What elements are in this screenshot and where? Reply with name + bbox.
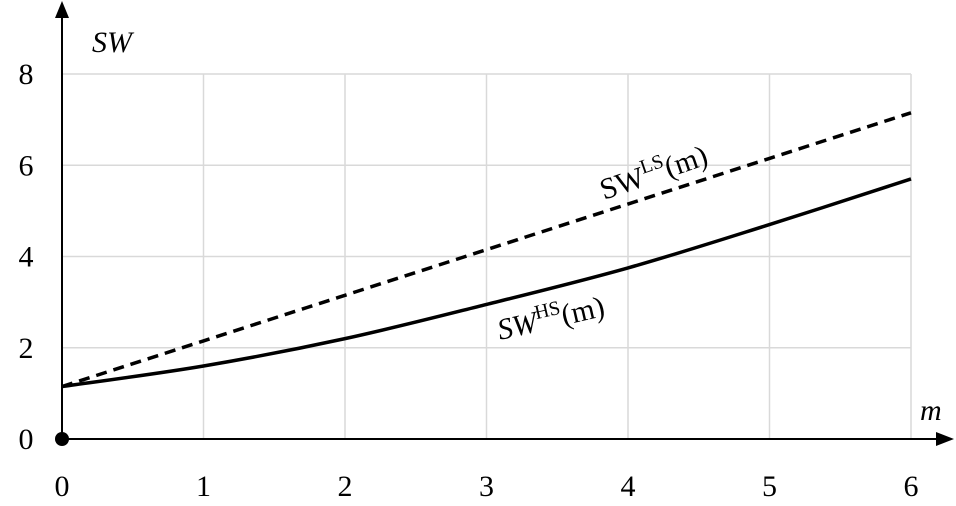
grid <box>62 73 912 439</box>
series-line-hs <box>61 177 912 389</box>
y-tick-label-2: 2 <box>19 332 34 365</box>
series-labels: SWLS(m)SWHS(m) <box>493 139 712 347</box>
series-label-hs: SWHS(m) <box>493 287 607 347</box>
y-axis-arrow <box>55 1 69 18</box>
y-tick-label-0: 0 <box>19 423 34 456</box>
y-tick-label-8: 8 <box>19 58 34 91</box>
x-tick-label-4: 4 <box>621 470 636 503</box>
y-tick-label-4: 4 <box>19 241 34 274</box>
y-axis-title: SW <box>92 26 135 59</box>
x-tick-label-3: 3 <box>479 470 494 503</box>
x-tick-label-1: 1 <box>196 470 211 503</box>
x-tick-label-0: 0 <box>55 470 70 503</box>
series-layer <box>61 111 912 389</box>
series-line-ls <box>61 111 912 389</box>
x-tick-label-2: 2 <box>338 470 353 503</box>
x-tick-label-5: 5 <box>762 470 777 503</box>
tick-labels: 0 1 2 3 4 5 6 0 2 4 6 8 <box>19 58 919 503</box>
origin-marker <box>55 432 69 446</box>
axes <box>55 1 954 446</box>
y-tick-label-6: 6 <box>19 149 34 182</box>
x-axis-arrow <box>936 432 954 446</box>
x-tick-label-6: 6 <box>904 470 919 503</box>
x-axis-title: m <box>920 394 942 427</box>
